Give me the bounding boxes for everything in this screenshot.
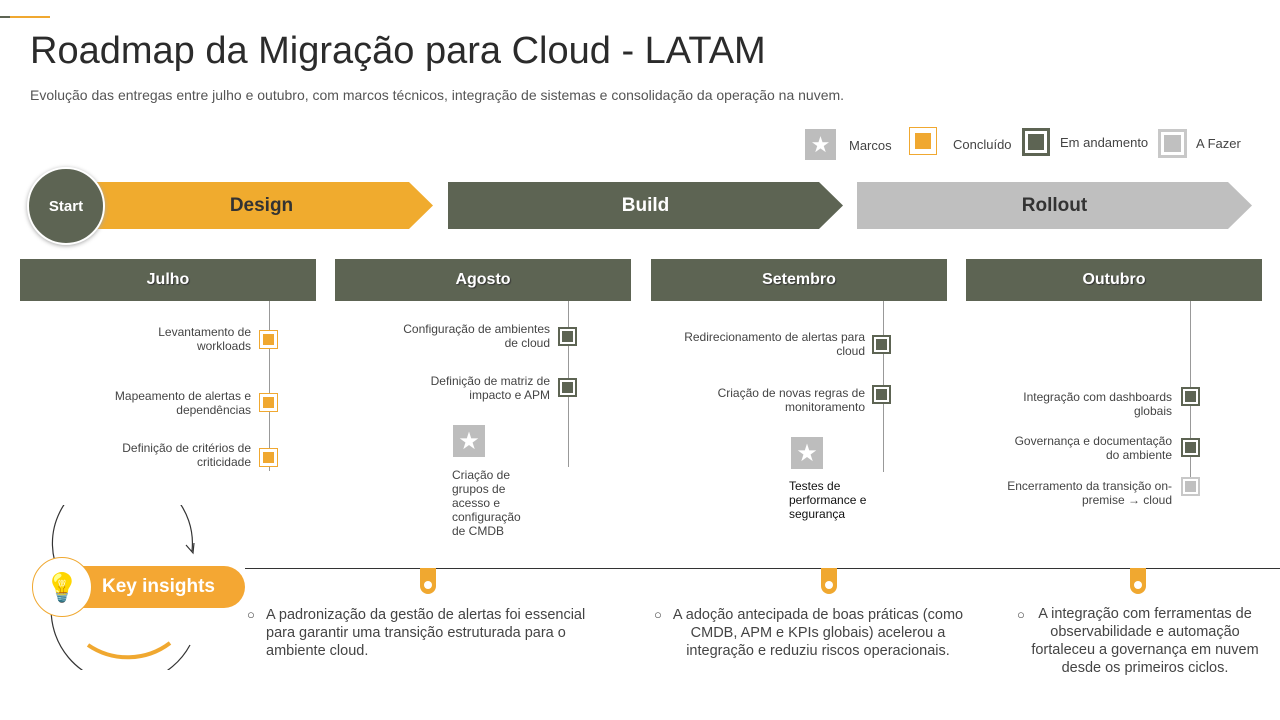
- lightbulb-magnifier-icon: 💡: [32, 557, 92, 617]
- insights-line: [245, 568, 1280, 569]
- month-label: Julho: [146, 271, 190, 288]
- done-icon: [259, 393, 278, 412]
- task-item: Integração com dashboards globais: [1023, 390, 1172, 418]
- task-item: Levantamento de workloads: [158, 325, 251, 353]
- month-label: Outubro: [1082, 271, 1146, 288]
- star-icon: ★: [453, 425, 485, 457]
- phase-label: Design: [229, 194, 294, 216]
- key-insights-label: Key insights: [102, 576, 215, 597]
- bullet-icon: ○: [247, 607, 255, 622]
- phase-label: Rollout: [1021, 194, 1088, 216]
- in-progress-icon: [872, 335, 891, 354]
- phase-label: Build: [621, 194, 670, 216]
- task-item: Criação de novas regras de monitoramento: [717, 386, 865, 414]
- in-progress-icon: [1181, 387, 1200, 406]
- pin-marker: [821, 568, 837, 594]
- done-icon: [259, 448, 278, 467]
- legend-done: Concluído: [953, 137, 1012, 152]
- page-subtitle: Evolução das entregas entre julho e outu…: [30, 87, 845, 103]
- insight-text: A adoção antecipada de boas práticas (co…: [672, 607, 964, 659]
- key-insights-banner: Key insights: [75, 566, 245, 608]
- in-progress-icon: [872, 385, 891, 404]
- milestone-text: Criação de grupos de acesso e configuraç…: [452, 468, 521, 538]
- todo-icon: [1181, 477, 1200, 496]
- task-item: Encerramento da transição on-premise → c…: [1007, 479, 1172, 507]
- in-progress-icon: [558, 327, 577, 346]
- start-label: Start: [48, 197, 84, 215]
- in-progress-icon: [558, 378, 577, 397]
- insight-text: A integração com ferramentas de observab…: [1031, 606, 1259, 676]
- task-item: Mapeamento de alertas e dependências: [114, 389, 251, 417]
- legend-milestone: Marcos: [849, 138, 892, 153]
- corner-accent-dark: [0, 16, 10, 18]
- bullet-icon: ○: [1017, 607, 1025, 622]
- task-item: Definição de critérios de criticidade: [122, 441, 251, 469]
- phase-build: Build: [448, 182, 843, 229]
- done-icon: [259, 330, 278, 349]
- task-item: Redirecionamento de alertas para cloud: [684, 330, 865, 358]
- month-outubro: Outubro: [966, 259, 1262, 301]
- timeline-line: [269, 301, 270, 471]
- in-progress-icon: [1022, 128, 1050, 156]
- star-icon: ★: [805, 129, 836, 160]
- task-item: Configuração de ambientes de cloud: [403, 322, 550, 350]
- milestone-text: Testes de performance e segurança: [789, 479, 867, 521]
- pin-marker: [1130, 568, 1146, 594]
- month-agosto: Agosto: [335, 259, 631, 301]
- phase-design: Design: [90, 182, 433, 229]
- legend-todo: A Fazer: [1196, 136, 1241, 151]
- star-icon: ★: [791, 437, 823, 469]
- task-item: Definição de matriz de impacto e APM: [430, 374, 550, 402]
- todo-icon: [1158, 129, 1187, 158]
- phase-rollout: Rollout: [857, 182, 1252, 229]
- start-badge: Start: [27, 167, 105, 245]
- task-item: Governança e documentação do ambiente: [1014, 434, 1172, 462]
- pin-marker: [420, 568, 436, 594]
- legend-progress: Em andamento: [1060, 135, 1149, 150]
- page-title: Roadmap da Migração para Cloud - LATAM: [30, 30, 766, 72]
- month-setembro: Setembro: [651, 259, 947, 301]
- month-label: Setembro: [762, 271, 836, 288]
- in-progress-icon: [1181, 438, 1200, 457]
- corner-accent: [10, 16, 50, 18]
- insight-text: A padronização da gestão de alertas foi …: [266, 607, 586, 659]
- month-julho: Julho: [20, 259, 316, 301]
- bullet-icon: ○: [654, 607, 662, 622]
- month-label: Agosto: [455, 271, 511, 288]
- done-icon: [909, 127, 937, 155]
